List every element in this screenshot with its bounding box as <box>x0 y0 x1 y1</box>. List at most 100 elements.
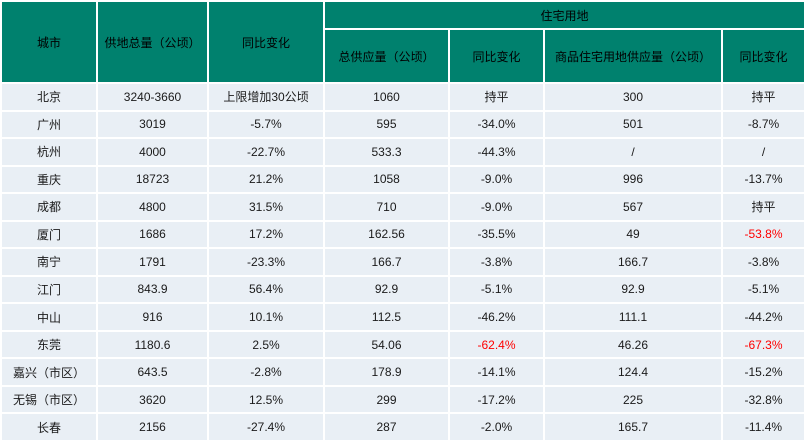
cell-total-supply: 4800 <box>98 194 207 220</box>
cell-res-total-supply: 1058 <box>325 166 448 193</box>
cell-yoy-change: 21.2% <box>209 166 323 193</box>
cell-res-yoy-change: -35.5% <box>450 221 543 248</box>
cell-yoy-change: 31.5% <box>209 194 323 220</box>
cell-res-yoy-change: 持平 <box>450 84 543 110</box>
cell-commercial-yoy-change: -53.8% <box>723 221 805 248</box>
header-cell-city: 城市 <box>2 2 96 82</box>
cell-total-supply: 1791 <box>98 249 207 275</box>
cell-commercial-yoy-change: -44.2% <box>723 304 805 330</box>
cell-yoy-change: -2.8% <box>209 359 323 385</box>
cell-commercial-res-supply: 92.9 <box>545 276 721 303</box>
cell-res-total-supply: 595 <box>325 111 448 138</box>
table-row: 杭州 4000 -22.7% 533.3 -44.3% / / <box>2 139 805 165</box>
table-row: 东莞 1180.6 2.5% 54.06 -62.4% 46.26 -67.3% <box>2 331 805 358</box>
cell-commercial-res-supply: 111.1 <box>545 304 721 330</box>
cell-total-supply: 1686 <box>98 221 207 248</box>
cell-city: 厦门 <box>2 221 96 248</box>
cell-res-total-supply: 162.56 <box>325 221 448 248</box>
table-row: 广州 3019 -5.7% 595 -34.0% 501 -8.7% <box>2 111 805 138</box>
cell-res-yoy-change: -3.8% <box>450 249 543 275</box>
cell-city: 杭州 <box>2 139 96 165</box>
cell-commercial-res-supply: 165.7 <box>545 414 721 440</box>
header-cell-commercial-yoy-change: 同比变化 <box>723 30 805 82</box>
cell-total-supply: 3019 <box>98 111 207 138</box>
cell-total-supply: 3240-3660 <box>98 84 207 110</box>
cell-commercial-yoy-change: -15.2% <box>723 359 805 385</box>
cell-res-total-supply: 166.7 <box>325 249 448 275</box>
cell-res-total-supply: 1060 <box>325 84 448 110</box>
table-row: 江门 843.9 56.4% 92.9 -5.1% 92.9 -5.1% <box>2 276 805 303</box>
header-group-residential-land: 住宅用地 <box>325 2 805 28</box>
table-row: 南宁 1791 -23.3% 166.7 -3.8% 166.7 -3.8% <box>2 249 805 275</box>
cell-commercial-res-supply: 501 <box>545 111 721 138</box>
cell-res-yoy-change: -62.4% <box>450 331 543 358</box>
cell-total-supply: 1180.6 <box>98 331 207 358</box>
cell-res-total-supply: 710 <box>325 194 448 220</box>
cell-commercial-yoy-change: -5.1% <box>723 276 805 303</box>
table-row: 中山 916 10.1% 112.5 -46.2% 111.1 -44.2% <box>2 304 805 330</box>
cell-city: 江门 <box>2 276 96 303</box>
cell-commercial-yoy-change: / <box>723 139 805 165</box>
cell-commercial-yoy-change: 持平 <box>723 194 805 220</box>
cell-commercial-res-supply: 225 <box>545 386 721 413</box>
cell-res-yoy-change: -2.0% <box>450 414 543 440</box>
cell-commercial-yoy-change: -11.4% <box>723 414 805 440</box>
cell-city: 广州 <box>2 111 96 138</box>
cell-city: 中山 <box>2 304 96 330</box>
cell-commercial-yoy-change: -67.3% <box>723 331 805 358</box>
cell-total-supply: 3620 <box>98 386 207 413</box>
table-row: 长春 2156 -27.4% 287 -2.0% 165.7 -11.4% <box>2 414 805 440</box>
cell-commercial-res-supply: 300 <box>545 84 721 110</box>
cell-yoy-change: -27.4% <box>209 414 323 440</box>
header-cell-res-yoy-change: 同比变化 <box>450 30 543 82</box>
cell-commercial-res-supply: 166.7 <box>545 249 721 275</box>
cell-city: 无锡（市区） <box>2 386 96 413</box>
table-row: 北京 3240-3660 上限增加30公顷 1060 持平 300 持平 <box>2 84 805 110</box>
cell-commercial-res-supply: 124.4 <box>545 359 721 385</box>
cell-res-yoy-change: -17.2% <box>450 386 543 413</box>
header-cell-total-supply: 供地总量（公顷） <box>98 2 207 82</box>
cell-yoy-change: 10.1% <box>209 304 323 330</box>
cell-total-supply: 18723 <box>98 166 207 193</box>
cell-city: 嘉兴（市区） <box>2 359 96 385</box>
table-row: 厦门 1686 17.2% 162.56 -35.5% 49 -53.8% <box>2 221 805 248</box>
cell-res-yoy-change: -9.0% <box>450 194 543 220</box>
cell-city: 东莞 <box>2 331 96 358</box>
cell-city: 重庆 <box>2 166 96 193</box>
cell-city: 长春 <box>2 414 96 440</box>
cell-yoy-change: 2.5% <box>209 331 323 358</box>
cell-res-total-supply: 112.5 <box>325 304 448 330</box>
cell-total-supply: 643.5 <box>98 359 207 385</box>
cell-yoy-change: -22.7% <box>209 139 323 165</box>
cell-res-yoy-change: -46.2% <box>450 304 543 330</box>
cell-res-total-supply: 178.9 <box>325 359 448 385</box>
cell-commercial-res-supply: 567 <box>545 194 721 220</box>
cell-total-supply: 4000 <box>98 139 207 165</box>
header-cell-res-total-supply: 总供应量（公顷） <box>325 30 448 82</box>
cell-commercial-res-supply: / <box>545 139 721 165</box>
cell-res-total-supply: 299 <box>325 386 448 413</box>
cell-res-yoy-change: -5.1% <box>450 276 543 303</box>
cell-res-total-supply: 287 <box>325 414 448 440</box>
table-row: 无锡（市区） 3620 12.5% 299 -17.2% 225 -32.8% <box>2 386 805 413</box>
cell-commercial-res-supply: 46.26 <box>545 331 721 358</box>
table-body: 北京 3240-3660 上限增加30公顷 1060 持平 300 持平 广州 3019 -5.7… <box>2 84 805 440</box>
cell-res-total-supply: 533.3 <box>325 139 448 165</box>
cell-total-supply: 916 <box>98 304 207 330</box>
cell-yoy-change: 上限增加30公顷 <box>209 84 323 110</box>
cell-total-supply: 2156 <box>98 414 207 440</box>
cell-commercial-yoy-change: -13.7% <box>723 166 805 193</box>
cell-res-yoy-change: -34.0% <box>450 111 543 138</box>
cell-total-supply: 843.9 <box>98 276 207 303</box>
cell-res-yoy-change: -14.1% <box>450 359 543 385</box>
cell-city: 北京 <box>2 84 96 110</box>
table-row: 重庆 18723 21.2% 1058 -9.0% 996 -13.7% <box>2 166 805 193</box>
cell-city: 南宁 <box>2 249 96 275</box>
cell-res-total-supply: 54.06 <box>325 331 448 358</box>
cell-res-yoy-change: -9.0% <box>450 166 543 193</box>
cell-city: 成都 <box>2 194 96 220</box>
cell-yoy-change: 12.5% <box>209 386 323 413</box>
cell-commercial-yoy-change: -3.8% <box>723 249 805 275</box>
cell-commercial-yoy-change: -8.7% <box>723 111 805 138</box>
